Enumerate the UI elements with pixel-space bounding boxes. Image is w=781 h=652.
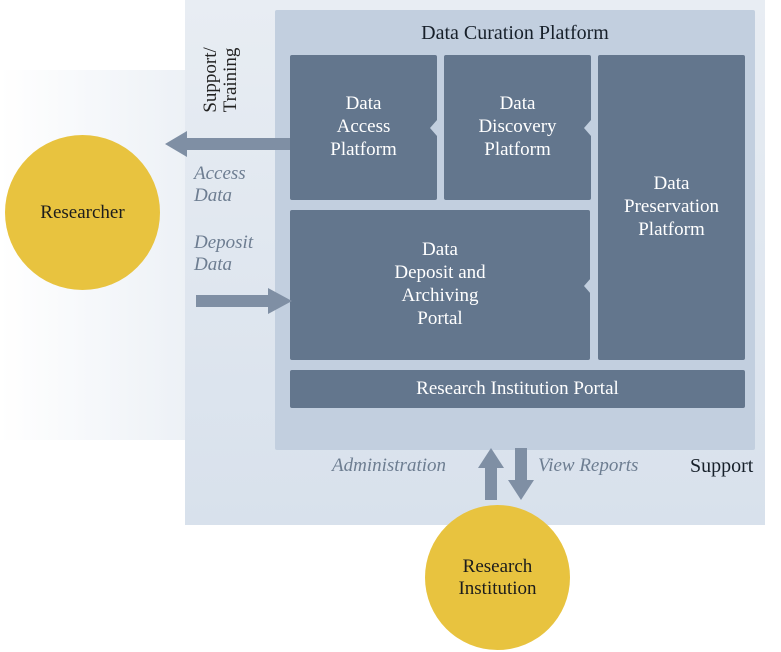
chevron-discovery-to-access	[430, 112, 444, 144]
curation-title: Data Curation Platform	[275, 22, 755, 45]
box-data-preservation: DataPreservationPlatform	[598, 55, 745, 360]
box-deposit-portal: DataDeposit andArchivingPortal	[290, 210, 590, 360]
circle-institution: ResearchInstitution	[425, 505, 570, 650]
support-training-label: Support/Training	[190, 8, 230, 123]
arrow-administration-up	[478, 448, 504, 500]
circle-researcher: Researcher	[5, 135, 160, 290]
label-administration: Administration	[332, 455, 446, 477]
label-deposit-data: DepositData	[194, 232, 274, 276]
chevron-preserv-to-discovery	[584, 112, 598, 144]
arrow-view-reports-down	[508, 448, 534, 500]
diagram-root: Support/Training Data Curation Platform …	[0, 0, 781, 652]
arrow-access-data	[165, 128, 290, 160]
label-view-reports: View Reports	[538, 455, 638, 477]
box-research-institution-portal: Research Institution Portal	[290, 370, 745, 408]
box-data-discovery: DataDiscoveryPlatform	[444, 55, 591, 200]
box-data-access: DataAccessPlatform	[290, 55, 437, 200]
chevron-deposit-to-preserv	[584, 270, 598, 302]
arrow-deposit-data	[196, 285, 292, 317]
label-support: Support	[690, 455, 753, 478]
label-access-data: AccessData	[194, 163, 274, 207]
